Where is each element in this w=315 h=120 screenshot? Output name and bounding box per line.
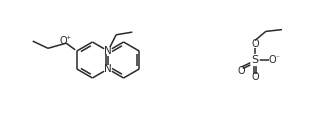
Text: O: O [237, 66, 245, 76]
Text: ⁻: ⁻ [276, 54, 279, 63]
Text: S: S [251, 55, 259, 65]
Text: O: O [268, 55, 276, 65]
Text: O: O [251, 39, 259, 49]
Text: N: N [104, 46, 112, 56]
Text: O: O [251, 72, 259, 82]
Text: +: + [65, 35, 71, 40]
Text: N: N [104, 64, 112, 74]
Text: O: O [60, 36, 67, 46]
Text: S: S [251, 55, 259, 65]
